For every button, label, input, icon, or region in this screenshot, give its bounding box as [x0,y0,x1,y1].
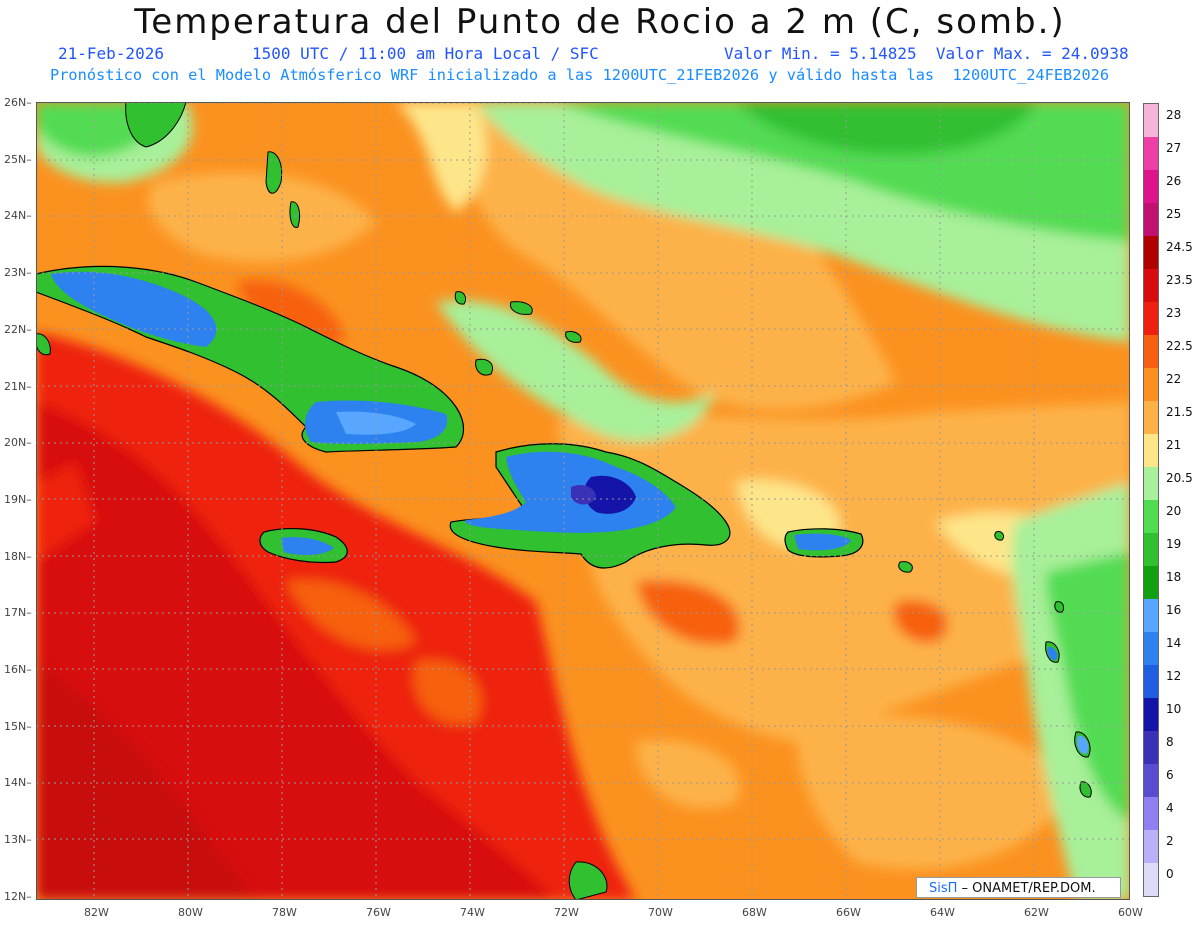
lat-label: 23N– [4,266,32,280]
lon-label: 66W [836,906,861,919]
colorbar-swatch [1144,269,1158,302]
lon-label: 72W [554,906,579,919]
lon-label: 60W [1118,906,1143,919]
lat-label: 17N– [4,606,32,620]
colorbar-swatch [1144,665,1158,698]
colorbar-label: 22 [1166,372,1182,386]
lon-label: 82W [84,906,109,919]
map-title: Temperatura del Punto de Rocio a 2 m (C,… [134,2,1066,42]
min-max-label: Valor Min. = 5.14825 Valor Max. = 24.093… [724,44,1129,63]
colorbar-label: 12 [1166,669,1182,683]
colorbar-label: 21 [1166,438,1182,452]
colorbar-label: 19 [1166,537,1182,551]
colorbar-swatch [1144,368,1158,401]
lat-label: 22N– [4,322,32,336]
lat-label: 18N– [4,549,32,563]
credit-text: – ONAMET/REP.DOM. [957,881,1096,896]
sis-logo-text: SisΠ [929,881,958,896]
dewpoint-field [36,102,1130,900]
colorbar-label: 25 [1166,207,1182,221]
colorbar-label: 20 [1166,504,1182,518]
colorbar-swatch [1144,236,1158,269]
lon-label: 70W [648,906,673,919]
colorbar-swatch [1144,599,1158,632]
colorbar-swatch [1144,731,1158,764]
colorbar-label: 18 [1166,570,1182,584]
map-canvas [36,102,1130,900]
lat-label: 19N– [4,492,32,506]
colorbar [1143,103,1159,897]
colorbar-swatch [1144,698,1158,731]
lat-label: 16N– [4,663,32,676]
graticule [36,102,1130,900]
cuba [36,265,465,453]
lat-label: 12N– [4,889,32,903]
colorbar-swatch [1144,104,1158,137]
lat-label: 21N– [4,379,32,393]
colorbar-swatch [1144,401,1158,434]
colorbar-label: 26 [1166,174,1182,188]
colorbar-swatch [1144,335,1158,368]
colorbar-label: 20.5 [1166,471,1193,485]
lat-label: 24N– [4,209,32,223]
colorbar-label: 28 [1166,108,1182,122]
colorbar-swatch [1144,764,1158,797]
colorbar-swatch [1144,170,1158,203]
colorbar-swatch [1144,467,1158,500]
colorbar-swatch [1144,500,1158,533]
colorbar-label: 23.5 [1166,273,1193,287]
colorbar-label: 10 [1166,702,1182,716]
colorbar-swatch [1144,566,1158,599]
lat-label: 26N– [4,96,32,109]
colorbar-swatch [1144,830,1158,863]
colorbar-label: 22.5 [1166,339,1193,353]
colorbar-label: 8 [1166,735,1174,749]
map-frame [36,102,1130,900]
colorbar-label: 14 [1166,636,1182,650]
lon-label: 76W [366,906,391,919]
colorbar-label: 23 [1166,306,1182,320]
lon-label: 62W [1024,906,1049,919]
colorbar-label: 24.5 [1166,240,1193,254]
colorbar-swatch [1144,302,1158,335]
colorbar-swatch [1144,632,1158,665]
time-label: 1500 UTC / 11:00 am Hora Local / SFC [252,44,599,63]
colorbar-label: 16 [1166,603,1182,617]
colorbar-label: 27 [1166,141,1182,155]
colorbar-label: 2 [1166,834,1174,848]
lat-label: 15N– [4,719,32,733]
colorbar-label: 21.5 [1166,405,1193,419]
lat-label: 13N– [4,833,32,847]
colorbar-label: 0 [1166,867,1174,881]
colorbar-label: 6 [1166,768,1174,782]
lat-label: 25N– [4,152,32,166]
colorbar-swatch [1144,797,1158,830]
lon-label: 74W [460,906,485,919]
colorbar-swatch [1144,203,1158,236]
lat-label: 20N– [4,436,32,450]
lon-label: 78W [272,906,297,919]
model-info-label: Pronóstico con el Modelo Atmósferico WRF… [50,66,1110,84]
credit-box: SisΠ – ONAMET/REP.DOM. [916,877,1121,898]
lon-label: 64W [930,906,955,919]
lon-label: 68W [742,906,767,919]
colorbar-swatch [1144,137,1158,170]
dewpoint-map [36,102,1130,900]
colorbar-swatch [1144,533,1158,566]
date-label: 21-Feb-2026 [58,44,164,63]
colorbar-swatch [1144,863,1158,896]
hispaniola [449,443,731,569]
colorbar-label: 4 [1166,801,1174,815]
lat-label: 14N– [4,776,32,790]
colorbar-swatch [1144,434,1158,467]
lon-label: 80W [178,906,203,919]
